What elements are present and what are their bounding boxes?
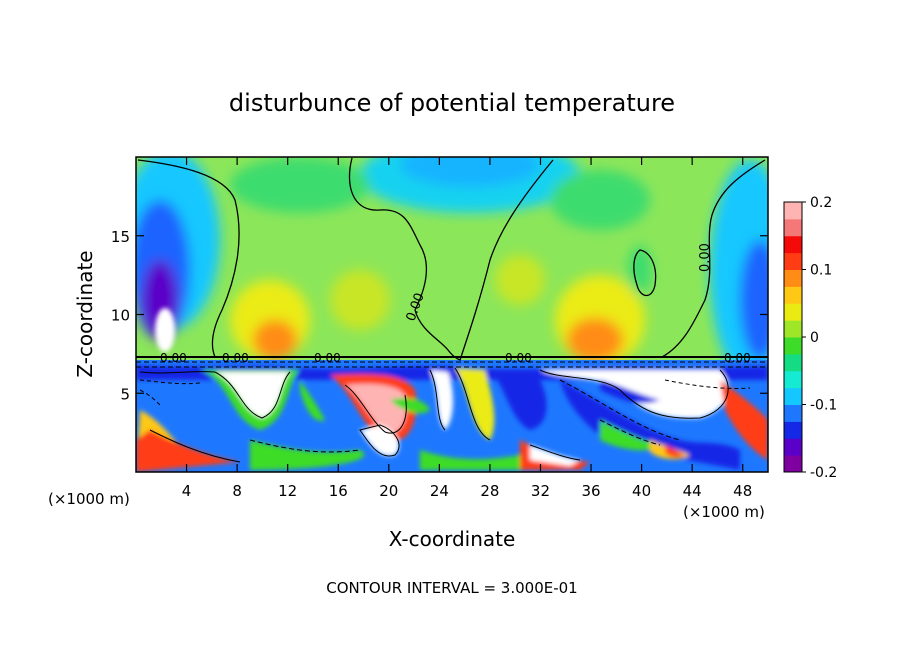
colorbar-swatch	[784, 387, 802, 405]
x-tick-label: 8	[232, 482, 242, 500]
colorbar-swatch	[784, 303, 802, 321]
contour-label-4: 0.00	[314, 351, 341, 365]
colorbar-tick-label: 0.1	[810, 263, 832, 279]
contour-label-7: 0.00	[160, 351, 187, 365]
x-tick-label: 28	[480, 482, 499, 500]
chart-title: disturbunce of potential temperature	[229, 89, 675, 117]
x-tick-label: 20	[379, 482, 398, 500]
x-tick-label: 12	[278, 482, 297, 500]
colorbar-swatch	[784, 353, 802, 372]
colorbar-swatch	[784, 286, 802, 304]
colorbar-swatch	[784, 337, 802, 355]
colorbar	[783, 201, 803, 473]
contour-label-2: 0.00	[698, 243, 713, 272]
y-axis-ticks: 5 10 15	[111, 228, 768, 403]
lower-contours	[136, 356, 768, 463]
contour-label-5: 0.00	[505, 351, 532, 365]
colorbar-swatch	[784, 235, 802, 254]
colorbar-tick-label: 0	[810, 330, 819, 346]
colorbar-swatch	[784, 252, 802, 270]
contour-zero-left	[137, 159, 240, 358]
colorbar-tick-label: -0.2	[810, 465, 837, 481]
colorbar-ticks: 0.2 0.1 0 -0.1 -0.2	[802, 195, 837, 481]
colorbar-swatch	[784, 421, 802, 439]
colorbar-swatch	[784, 218, 802, 237]
x-tick-label: 24	[430, 482, 449, 500]
x-tick-label: 32	[531, 482, 550, 500]
colorbar-tick-label: 0.2	[810, 195, 832, 211]
x-tick-label: 48	[733, 482, 752, 500]
y-tick-label: 15	[111, 228, 130, 246]
x-tick-label: 36	[581, 482, 600, 500]
colorbar-swatch	[784, 370, 802, 389]
contour-lines	[137, 157, 766, 361]
upper-field	[136, 157, 768, 380]
x-unit-left: (×1000 m)	[48, 490, 130, 508]
y-tick-label: 10	[111, 307, 130, 325]
colorbar-tick-label: -0.1	[810, 398, 837, 414]
y-axis-label: Z-coordinate	[73, 250, 97, 377]
y-tick-label: 5	[120, 385, 130, 403]
colorbar-swatch	[784, 404, 802, 422]
white-blob-left	[155, 308, 175, 352]
plot-area: 0.00 0.00 0.00 0.00 0.00 0.00 0.00	[136, 157, 768, 472]
colorbar-swatch	[784, 269, 802, 287]
x-tick-label: 4	[182, 482, 192, 500]
x-unit-right: (×1000 m)	[683, 503, 765, 521]
colorbar-swatch	[784, 320, 802, 338]
colorbar-swatch	[784, 455, 802, 473]
colorbar-swatch	[784, 202, 802, 220]
colorbar-swatch	[784, 438, 802, 456]
contour-label-3: 0.00	[222, 351, 249, 365]
contour-label-6: 0.00	[724, 351, 751, 365]
x-tick-label: 16	[329, 482, 348, 500]
x-axis-ticks: 4 8 12 16 20 24 28 32 36 40 44 48	[182, 157, 752, 500]
lower-field	[136, 360, 768, 472]
contour-zero-right	[661, 159, 766, 358]
x-axis-label: X-coordinate	[389, 527, 516, 551]
x-tick-label: 44	[683, 482, 702, 500]
contour-zero-mid	[348, 157, 554, 361]
contour-closed-right	[633, 249, 657, 297]
x-tick-label: 40	[632, 482, 651, 500]
contour-interval-footer: CONTOUR INTERVAL = 3.000E-01	[326, 579, 577, 597]
